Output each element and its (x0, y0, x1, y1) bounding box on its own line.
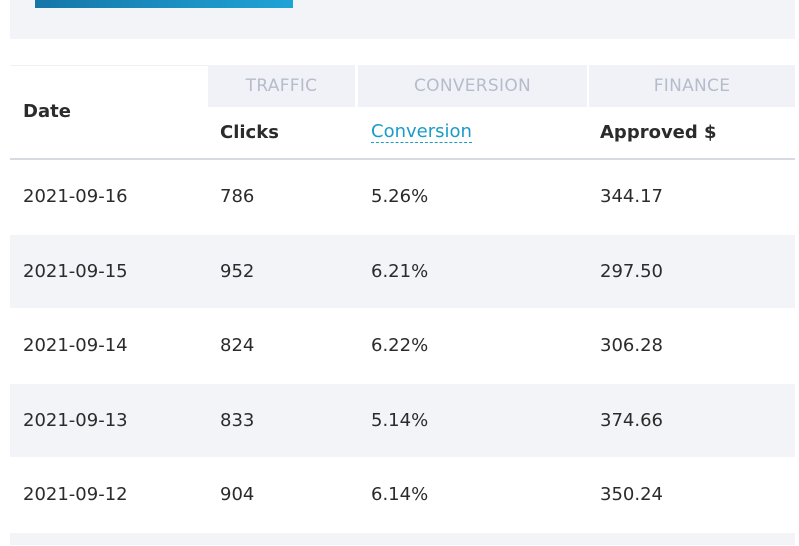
approved-cell: 374.66 (600, 409, 663, 431)
approved-cell: 344.17 (600, 186, 663, 207)
date-header-cell[interactable]: Date (10, 65, 208, 158)
approved-cell: 306.28 (600, 335, 663, 356)
clicks-cell: 833 (220, 409, 255, 431)
group-header-row: TRAFFIC CONVERSION FINANCE (10, 65, 795, 107)
table-row: 2021-09-16 786 5.26% 344.17 (10, 160, 795, 235)
date-column-header[interactable]: Date (23, 101, 71, 122)
clicks-cell: 786 (220, 186, 255, 207)
conversion-cell: 5.26% (371, 186, 429, 207)
group-header-conversion: CONVERSION (358, 65, 587, 107)
table-row: 2021-09-12 904 6.14% 350.24 (10, 458, 795, 533)
date-cell: 2021-09-14 (23, 335, 128, 356)
table-row: 2021-09-15 952 6.21% 297.50 (10, 234, 795, 309)
date-cell: 2021-09-15 (23, 260, 128, 282)
conversion-column-header[interactable]: Conversion (371, 121, 472, 143)
clicks-column-header[interactable]: Clicks (220, 122, 279, 143)
conversion-cell: 6.14% (371, 484, 429, 505)
clicks-cell: 904 (220, 484, 255, 505)
top-action-button[interactable] (35, 0, 293, 8)
table-row: 2021-09-14 824 6.22% 306.28 (10, 309, 795, 384)
table-row: 2021-09-13 833 5.14% 374.66 (10, 383, 795, 458)
date-cell: 2021-09-16 (23, 186, 128, 207)
group-header-finance: FINANCE (589, 65, 795, 107)
table-row (10, 532, 795, 546)
date-cell: 2021-09-12 (23, 484, 128, 505)
approved-cell: 350.24 (600, 484, 663, 505)
approved-cell: 297.50 (600, 260, 663, 282)
clicks-cell: 824 (220, 335, 255, 356)
conversion-cell: 5.14% (371, 409, 429, 431)
stats-table: Date TRAFFIC CONVERSION FINANCE Clicks C… (10, 65, 795, 546)
conversion-cell: 6.22% (371, 335, 429, 356)
clicks-cell: 952 (220, 260, 255, 282)
group-header-traffic: TRAFFIC (208, 65, 355, 107)
date-cell: 2021-09-13 (23, 409, 128, 431)
column-header-row: Clicks Conversion Approved $ (10, 107, 795, 160)
approved-column-header[interactable]: Approved $ (600, 122, 717, 143)
conversion-cell: 6.21% (371, 260, 429, 282)
